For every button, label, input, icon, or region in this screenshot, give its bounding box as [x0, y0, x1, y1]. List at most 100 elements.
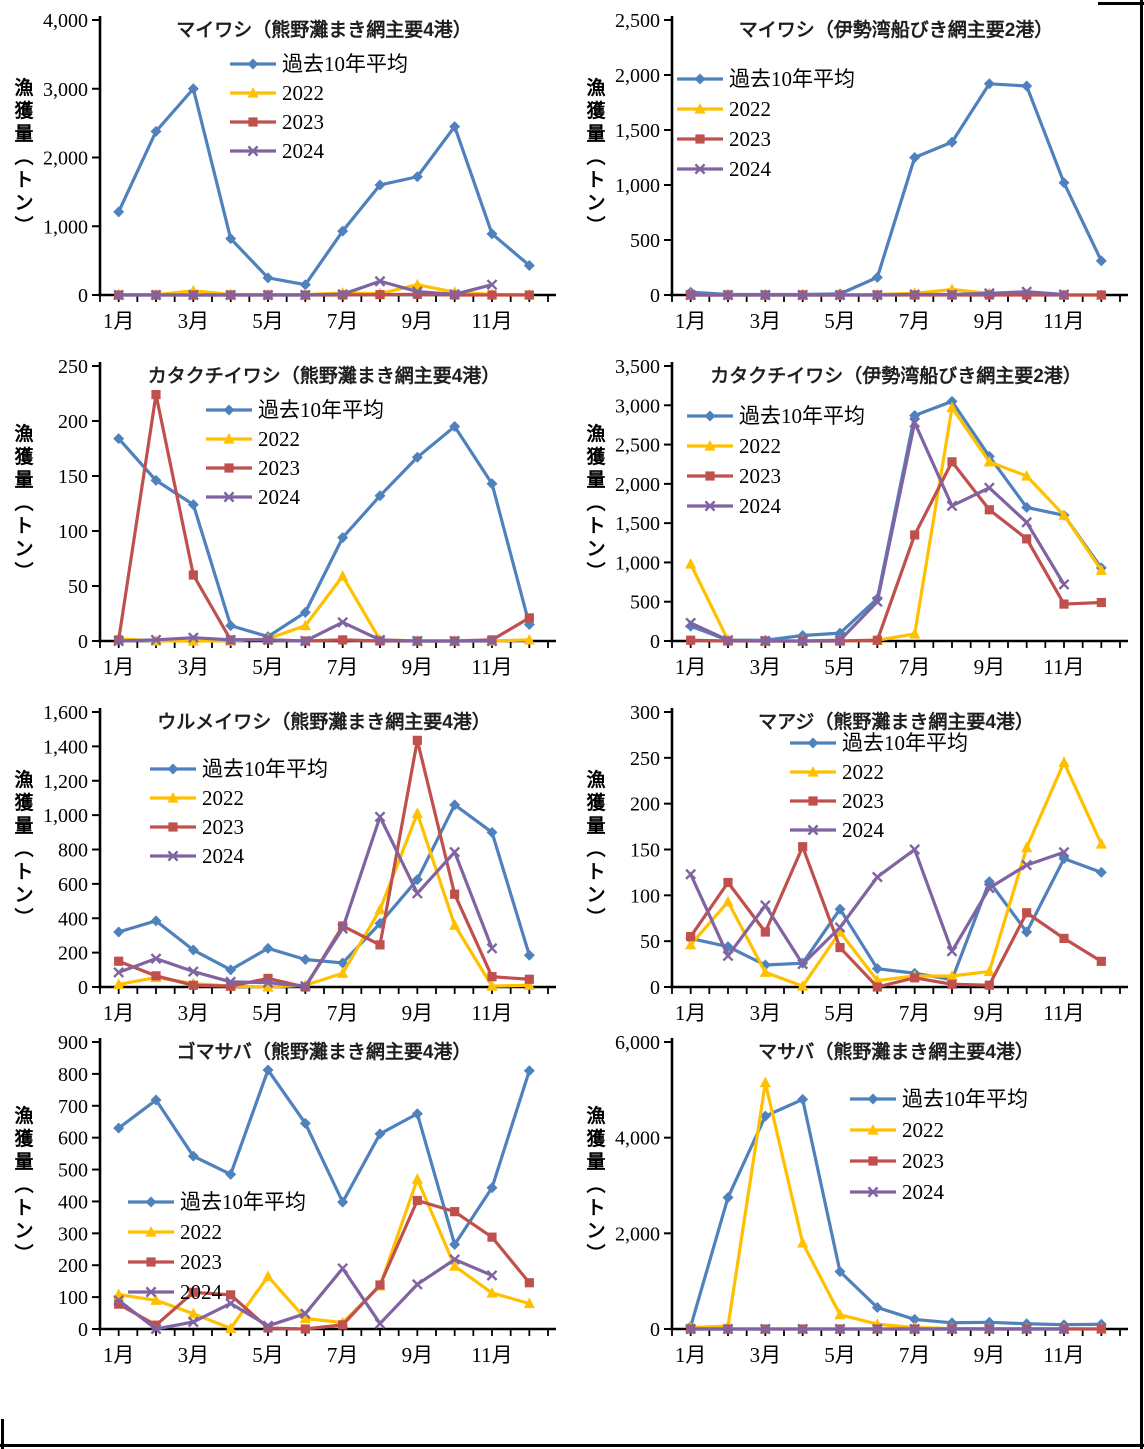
x-ticks: 1月 3月 5月 7月 9月 11月 — [99, 987, 549, 1025]
y-tick-label: 0 — [650, 1319, 660, 1341]
legend-entry-y2023: 2023 — [128, 1250, 222, 1274]
chart-title: マアジ（熊野灘まき網主要4港） — [758, 710, 1034, 733]
series-line-avg10 — [117, 1068, 531, 1247]
marker-diamond — [871, 271, 883, 283]
marker-x — [1058, 289, 1070, 300]
y-axis-title-char: （ — [584, 1174, 607, 1193]
marker-x — [150, 953, 162, 965]
y-axis-title: 漁獲量（ トン） — [584, 422, 607, 581]
marker-x — [486, 1269, 498, 1281]
marker-square — [1096, 290, 1106, 300]
marker-diamond — [113, 926, 125, 938]
marker-square — [1096, 956, 1106, 966]
marker-diamond — [299, 606, 311, 618]
marker-triangle — [983, 455, 995, 467]
marker-diamond — [1021, 926, 1033, 938]
marker-square — [226, 981, 236, 991]
y-tick-label: 800 — [58, 840, 88, 862]
marker-diamond — [1095, 866, 1107, 878]
series-y2023 — [114, 1195, 534, 1334]
marker-diamond — [225, 233, 237, 245]
marker-triangle — [759, 1076, 771, 1088]
y-axis-title-char: ト — [14, 170, 33, 191]
series-avg10 — [685, 853, 1107, 986]
legend-label: 2023 — [902, 1149, 944, 1173]
legend-entry-y2024: 2024 — [128, 1280, 223, 1304]
y-tick-label: 500 — [58, 1160, 88, 1182]
marker-x — [797, 958, 809, 970]
legend-entry-y2022: 2022 — [790, 760, 884, 784]
y-ticks: 0 200 400 600 800 1,000 1,200 1,400 1,600 — [43, 702, 100, 999]
marker-diamond — [223, 404, 235, 416]
marker-square — [146, 1257, 156, 1267]
marker-diamond — [411, 1108, 423, 1120]
x-ticks: 1月 3月 5月 7月 9月 11月 — [99, 1329, 549, 1367]
series-avg10 — [113, 799, 535, 976]
x-tick-label: 3月 — [178, 1001, 210, 1025]
marker-x — [187, 966, 199, 977]
marker-triangle — [411, 278, 423, 290]
marker-square — [338, 635, 348, 645]
marker-x — [834, 1323, 846, 1335]
y-tick-label: 0 — [650, 977, 660, 999]
marker-x — [486, 279, 498, 291]
x-tick-label: 9月 — [402, 309, 434, 333]
marker-diamond — [722, 1191, 734, 1203]
marker-x — [909, 289, 921, 300]
marker-square — [910, 973, 920, 983]
y-tick-label: 4,000 — [43, 10, 88, 32]
marker-x — [411, 1278, 423, 1290]
series-line-y2022 — [689, 1081, 1103, 1331]
marker-square — [151, 390, 161, 400]
legend-entry-y2022: 2022 — [128, 1220, 222, 1244]
chart-title: カタクチイワシ（熊野灘まき網主要4港） — [148, 364, 501, 387]
marker-triangle — [523, 1297, 535, 1309]
marker-triangle — [187, 1307, 199, 1319]
x-tick-label: 9月 — [974, 309, 1006, 333]
y-axis-title-char: ） — [584, 215, 607, 234]
marker-x — [374, 1318, 386, 1330]
marker-diamond — [411, 874, 423, 886]
series-line-y2022 — [689, 760, 1103, 988]
y-axis-title-char: ン — [14, 539, 33, 560]
marker-diamond — [523, 259, 535, 271]
marker-triangle — [145, 1226, 157, 1237]
legend-entry-y2024: 2024 — [230, 139, 325, 163]
marker-square — [947, 979, 957, 989]
y-axis-title-char: ン — [586, 193, 605, 214]
y-axis-title: 漁獲量（ トン） — [12, 1104, 35, 1263]
marker-diamond — [909, 152, 921, 163]
y-tick-label: 900 — [58, 1032, 88, 1054]
marker-diamond — [374, 179, 386, 191]
marker-x — [113, 635, 125, 647]
y-axis-title-char: 量 — [14, 815, 33, 837]
legend: 過去10年平均 2022 2023 2024 — [677, 67, 855, 181]
y-axis-title-char: 獲 — [586, 1127, 606, 1150]
marker-x — [759, 289, 771, 301]
y-ticks: 0 2,000 4,000 6,000 — [615, 1032, 672, 1341]
y-tick-label: 1,000 — [43, 216, 88, 238]
page-border-top-right — [1098, 2, 1144, 5]
marker-x — [983, 1323, 995, 1335]
legend-entry-avg10: 過去10年平均 — [206, 398, 384, 422]
y-axis-title-char: 漁 — [586, 76, 605, 99]
marker-diamond — [909, 1313, 921, 1325]
marker-x — [1058, 1323, 1070, 1335]
x-tick-label: 3月 — [750, 1343, 782, 1367]
legend-entry-avg10: 過去10年平均 — [687, 404, 865, 428]
x-tick-label: 1月 — [103, 1001, 135, 1025]
marker-triangle — [486, 1286, 498, 1298]
marker-diamond — [150, 474, 162, 486]
y-axis-title-char: ト — [586, 862, 605, 883]
y-axis-title-char: ト — [586, 1198, 605, 1219]
chart-title: ゴマサバ（熊野灘まき網主要4港） — [177, 1040, 472, 1063]
marker-x — [113, 1294, 125, 1306]
y-axis-title-char: 獲 — [586, 791, 606, 814]
series-y2024 — [113, 275, 498, 301]
marker-x — [299, 635, 311, 647]
marker-x — [909, 844, 921, 855]
y-axis-title-char: 漁 — [586, 1104, 605, 1127]
marker-x — [694, 163, 706, 175]
legend-label: 2024 — [842, 818, 885, 842]
y-axis-title-char: （ — [584, 492, 607, 511]
